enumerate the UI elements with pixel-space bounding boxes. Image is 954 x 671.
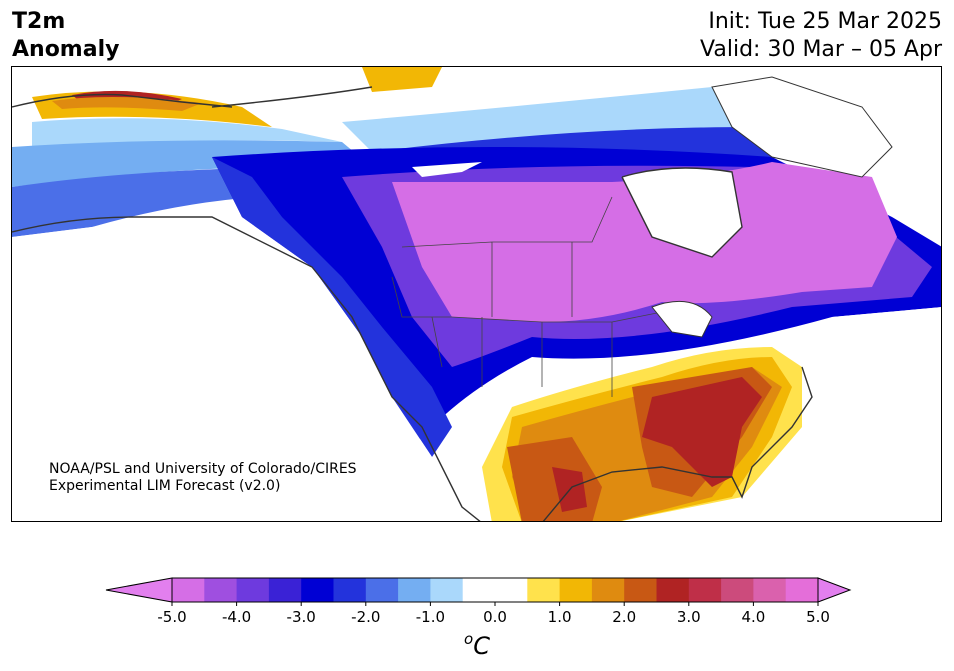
colorbar: -5.0 -4.0 -3.0 -2.0 -1.0 0.0 1.0 2.0 3.0 4.0 5.0	[104, 576, 864, 635]
title-line-1: T2m	[12, 9, 66, 34]
anomaly-region-blue-west	[212, 157, 452, 457]
colorbar-swatch	[591, 578, 625, 602]
hudson-bay	[622, 168, 742, 257]
anomaly-region-alaska-blue	[12, 140, 372, 187]
colorbar-tick-label: 1.0	[548, 608, 572, 626]
colorbar-extend-low	[105, 577, 173, 603]
colorbar-swatch	[172, 578, 205, 602]
unit-superscript: o	[464, 630, 474, 648]
credit-line-2: Experimental LIM Forecast (v2.0)	[49, 478, 281, 494]
run-info: Init: Tue 25 Mar 2025 Valid: 30 Mar – 05…	[700, 8, 942, 64]
anomaly-region-alaska-lightblue	[32, 118, 342, 147]
colorbar-swatch	[365, 578, 399, 602]
colorbar-swatch	[301, 578, 334, 602]
anomaly-region-magenta	[392, 162, 897, 322]
coastline-east	[542, 167, 813, 521]
colorbar-tick-label: -2.0	[351, 608, 380, 626]
coastline	[12, 86, 481, 521]
anomaly-map	[11, 66, 942, 522]
colorbar-tick-label: 3.0	[677, 608, 701, 626]
colorbar-tick-label: -4.0	[222, 608, 251, 626]
credit-line-1: NOAA/PSL and University of Colorado/CIRE…	[49, 461, 357, 477]
colorbar-swatch	[721, 578, 754, 602]
colorbar-swatch	[559, 578, 593, 602]
colorbar-swatch	[462, 578, 496, 602]
map-title: T2m Anomaly	[12, 8, 119, 64]
anomaly-region-north-yellow	[362, 67, 442, 92]
colorbar-tick-label: 2.0	[612, 608, 636, 626]
ocean-pacific	[12, 222, 471, 521]
colorbar-swatch	[688, 578, 722, 602]
unit-main: C	[473, 632, 490, 660]
great-lakes	[651, 300, 713, 338]
colorbar-swatch	[495, 578, 528, 602]
colorbar-swatch	[268, 578, 302, 602]
valid-range: Valid: 30 Mar – 05 Apr	[700, 37, 942, 62]
colorbar-tick-label: -3.0	[287, 608, 316, 626]
title-line-2: Anomaly	[12, 37, 120, 62]
state-borders	[391, 196, 663, 397]
anomaly-region-se-red	[642, 377, 762, 487]
colorbar-tick-label: 4.0	[741, 608, 765, 626]
colorbar-swatch	[430, 578, 464, 602]
colorbar-swatch	[624, 578, 657, 602]
colorbar-swatch	[753, 578, 787, 602]
lake-winnipeg	[412, 162, 482, 177]
map-canvas	[12, 67, 941, 521]
colorbar-svg: -5.0 -4.0 -3.0 -2.0 -1.0 0.0 1.0 2.0 3.0 4.0 5.0	[105, 577, 852, 626]
anomaly-region-north-lightblue	[342, 87, 752, 152]
colorbar-swatch	[398, 578, 431, 602]
colorbar-tick-label: 5.0	[806, 608, 830, 626]
colorbar-tick-label: 0.0	[483, 608, 507, 626]
colorbar-swatch	[204, 578, 238, 602]
unit-label: oC	[0, 630, 954, 660]
greenland-edge	[711, 76, 893, 178]
colorbar-swatch	[527, 578, 561, 602]
colorbar-tick-label: -1.0	[416, 608, 445, 626]
colorbar-swatch	[785, 578, 819, 602]
init-date: Init: Tue 25 Mar 2025	[708, 9, 942, 34]
ocean-atlantic	[802, 307, 941, 521]
colorbar-swatch	[333, 578, 367, 602]
colorbar-extend-high	[817, 577, 852, 603]
colorbar-tick-label: -5.0	[157, 608, 186, 626]
colorbar-swatch	[236, 578, 270, 602]
credit-text: NOAA/PSL and University of Colorado/CIRE…	[49, 461, 357, 495]
colorbar-swatch	[656, 578, 690, 602]
